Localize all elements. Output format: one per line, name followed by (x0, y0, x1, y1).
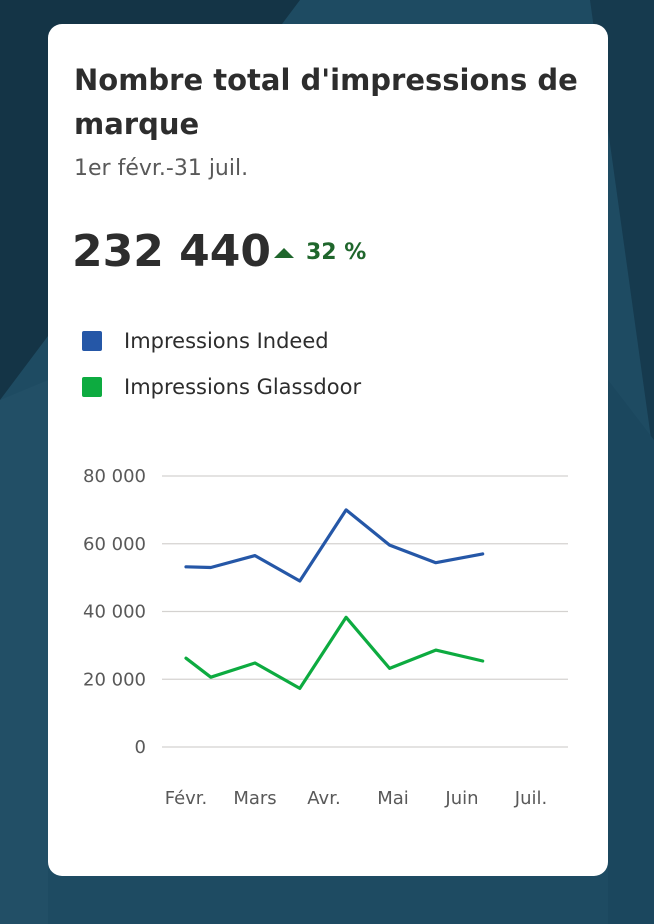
legend-swatch-indeed (82, 331, 102, 351)
x-tick-label: Févr. (165, 788, 208, 809)
date-range: 1er févr.-31 juil. (74, 156, 249, 181)
x-tick-label: Juin (444, 788, 478, 809)
y-tick-label: 20 000 (83, 669, 146, 690)
change-value: 32 % (306, 240, 367, 265)
x-tick-label: Juil. (514, 788, 547, 809)
y-tick-label: 0 (135, 737, 146, 758)
series-line (184, 508, 485, 583)
legend-label-glassdoor: Impressions Glassdoor (124, 375, 362, 399)
x-tick-label: Mars (233, 788, 276, 809)
impressions-card: Nombre total d'impressions de marque 1er… (48, 24, 608, 876)
series-line (184, 615, 485, 690)
total-impressions: 232 440 (72, 226, 272, 277)
x-tick-label: Avr. (307, 788, 340, 809)
y-tick-label: 40 000 (83, 602, 146, 623)
triangle-up-icon (274, 248, 294, 258)
line-chart: 0 20 000 40 000 60 000 80 000 Févr. Mars Avr. Ma… (83, 466, 568, 809)
y-tick-label: 60 000 (83, 534, 146, 555)
legend-swatch-glassdoor (82, 377, 102, 397)
y-tick-label: 80 000 (83, 466, 146, 487)
x-tick-label: Mai (377, 788, 409, 809)
legend-label-indeed: Impressions Indeed (124, 329, 329, 353)
card-title: Nombre total d'impressions de marque (74, 63, 578, 141)
change-indicator: 32 % (274, 238, 366, 268)
chart-legend: Impressions Indeed Impressions Glassdoor (82, 318, 361, 410)
legend-item-indeed: Impressions Indeed (82, 318, 361, 364)
legend-item-glassdoor: Impressions Glassdoor (82, 364, 361, 410)
